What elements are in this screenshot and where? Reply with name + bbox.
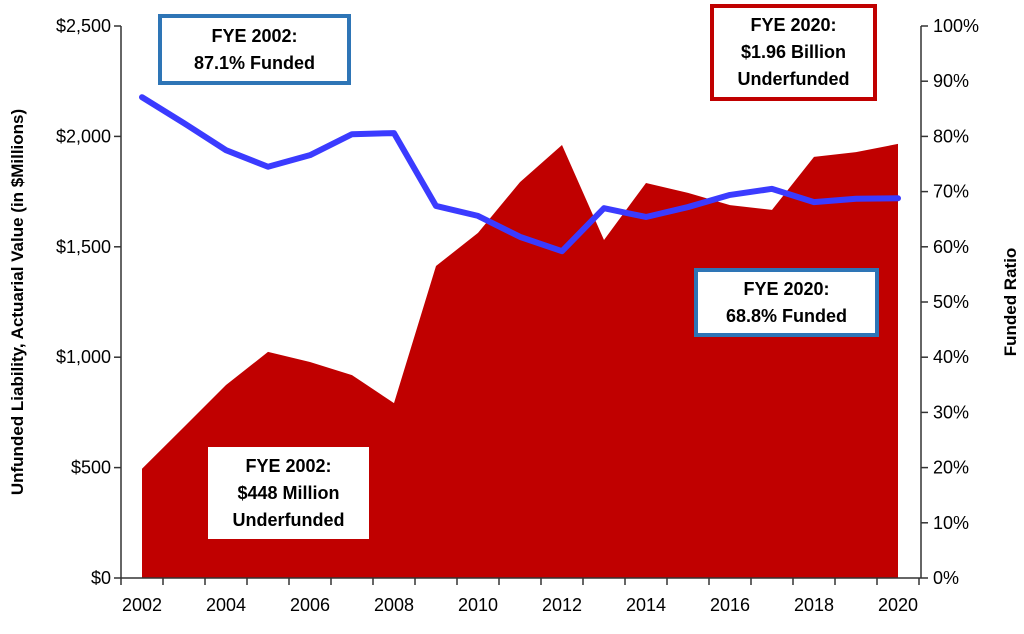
- x-tick-label: 2008: [374, 595, 414, 615]
- y2-axis-title: Funded Ratio: [1001, 248, 1020, 357]
- annotation-fye2020-underfunded: FYE 2020: $1.96 Billion Underfunded: [710, 4, 877, 101]
- y2-tick-label: 80%: [933, 126, 969, 146]
- x-tick-label: 2006: [290, 595, 330, 615]
- y-axis-title: Unfunded Liability, Actuarial Value (in …: [8, 109, 27, 495]
- x-tick-label: 2010: [458, 595, 498, 615]
- annotation-line: 87.1% Funded: [193, 52, 316, 73]
- annotation-line: FYE 2020:: [743, 278, 830, 299]
- x-tick-label: 2004: [206, 595, 246, 615]
- annotation-line: 68.8% Funded: [725, 305, 848, 326]
- y-tick-label: $1,000: [56, 347, 111, 367]
- annotation-line: FYE 2020:: [750, 15, 837, 35]
- annotation-fye2002-funded: FYE 2002: 87.1% Funded: [158, 14, 351, 85]
- annotation-fye2020-funded: FYE 2020: 68.8% Funded: [694, 268, 879, 337]
- annotation-line: FYE 2002:: [245, 455, 332, 476]
- y2-tick-label: 40%: [933, 347, 969, 367]
- annotation-line: $448 Million: [237, 482, 340, 503]
- y-tick-label: $500: [71, 458, 111, 478]
- y2-tick-label: 30%: [933, 402, 969, 422]
- y2-tick-label: 20%: [933, 458, 969, 478]
- y2-tick-label: 90%: [933, 71, 969, 91]
- x-tick-label: 2020: [878, 595, 918, 615]
- x-tick-label: 2012: [542, 595, 582, 615]
- y2-tick-label: 0%: [933, 568, 959, 588]
- x-tick-label: 2014: [626, 595, 666, 615]
- annotation-line: Underfunded: [232, 509, 345, 530]
- y2-tick-label: 100%: [933, 16, 979, 36]
- annotation-fye2002-underfunded: FYE 2002: $448 Million Underfunded: [208, 447, 369, 539]
- y-tick-label: $0: [91, 568, 111, 588]
- y2-tick-label: 70%: [933, 182, 969, 202]
- annotation-line: FYE 2002:: [211, 25, 298, 46]
- annotation-line: $1.96 Billion: [740, 42, 847, 62]
- x-tick-label: 2016: [710, 595, 750, 615]
- y-tick-label: $2,500: [56, 16, 111, 36]
- x-tick-label: 2002: [122, 595, 162, 615]
- y-tick-label: $2,000: [56, 126, 111, 146]
- y2-tick-label: 10%: [933, 513, 969, 533]
- annotation-line: Underfunded: [737, 69, 850, 89]
- y2-tick-label: 50%: [933, 292, 969, 312]
- y2-tick-label: 60%: [933, 237, 969, 257]
- y-tick-label: $1,500: [56, 237, 111, 257]
- x-tick-label: 2018: [794, 595, 834, 615]
